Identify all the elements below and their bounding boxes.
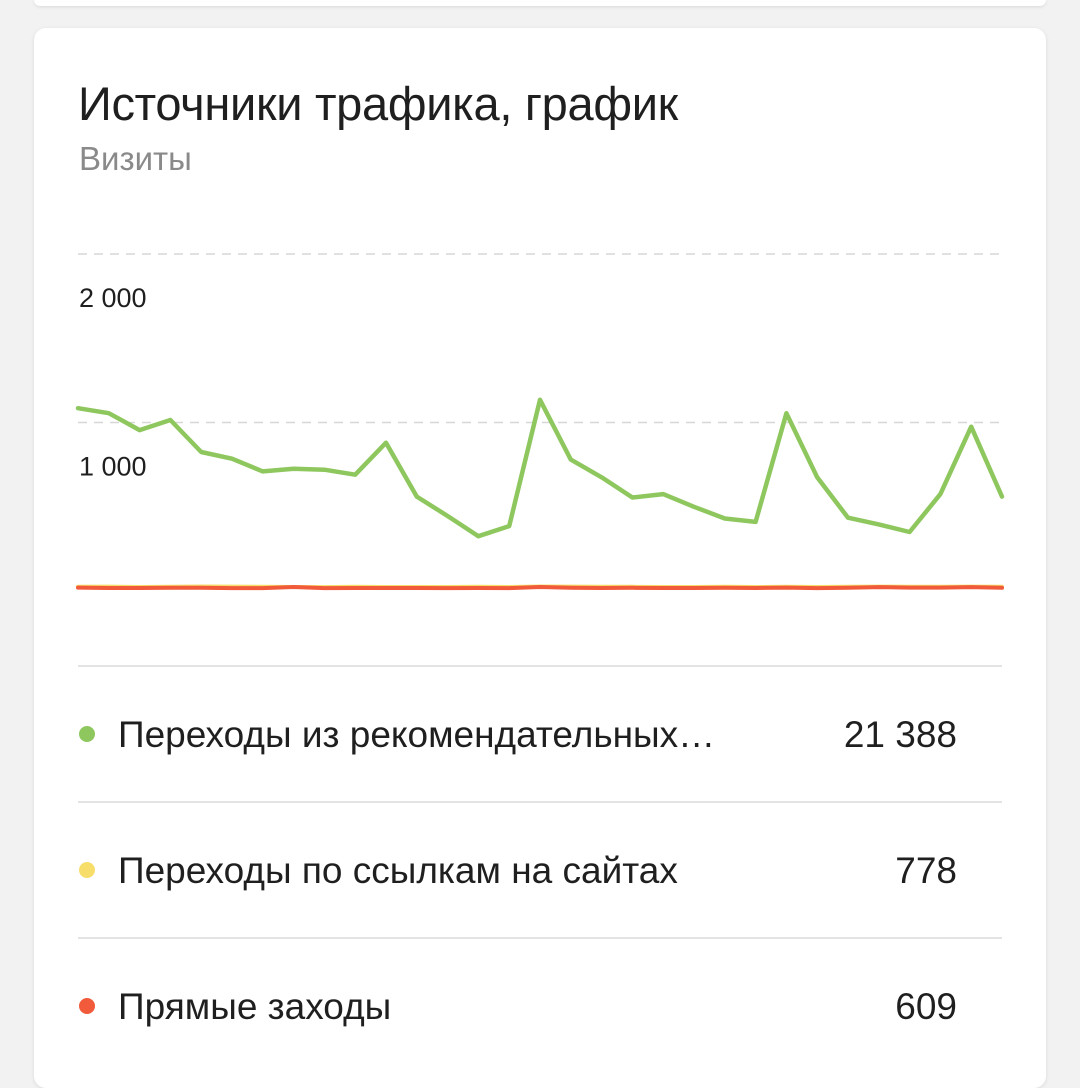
- y-tick-label: 2 000: [79, 283, 147, 313]
- previous-card-edge: [34, 0, 1046, 6]
- y-tick-label: 1 000: [79, 452, 147, 482]
- legend-dot-green: [79, 726, 95, 742]
- legend-dot-yellow: [79, 862, 95, 878]
- series-line-direct: [76, 585, 1004, 591]
- traffic-line-chart: 2 000 1 000: [75, 198, 1005, 698]
- legend-row-links[interactable]: Переходы по ссылкам на сайтах 778: [78, 801, 1002, 937]
- legend-label: Переходы из рекомендательных…: [118, 714, 716, 755]
- legend-row-recommendations[interactable]: Переходы из рекомендательных… 21 388: [78, 665, 1002, 801]
- card-title: Источники трафика, график: [78, 77, 678, 130]
- legend-row-direct[interactable]: Прямые заходы 609: [78, 937, 1002, 1073]
- series-line-recommendations: [75, 397, 1005, 539]
- legend-value: 778: [895, 850, 957, 891]
- traffic-sources-card: Источники трафика, график Визиты 2 000 1 …: [34, 28, 1046, 1088]
- legend-dot-red: [79, 998, 95, 1014]
- chart-svg: 2 000 1 000: [75, 253, 1005, 591]
- legend-value: 21 388: [843, 714, 957, 755]
- legend-value: 609: [895, 986, 957, 1027]
- card-subtitle: Визиты: [79, 140, 192, 177]
- chart-legend: Переходы из рекомендательных… 21 388 Пер…: [78, 665, 1002, 1073]
- legend-label: Прямые заходы: [118, 986, 392, 1027]
- legend-label: Переходы по ссылкам на сайтах: [118, 850, 678, 891]
